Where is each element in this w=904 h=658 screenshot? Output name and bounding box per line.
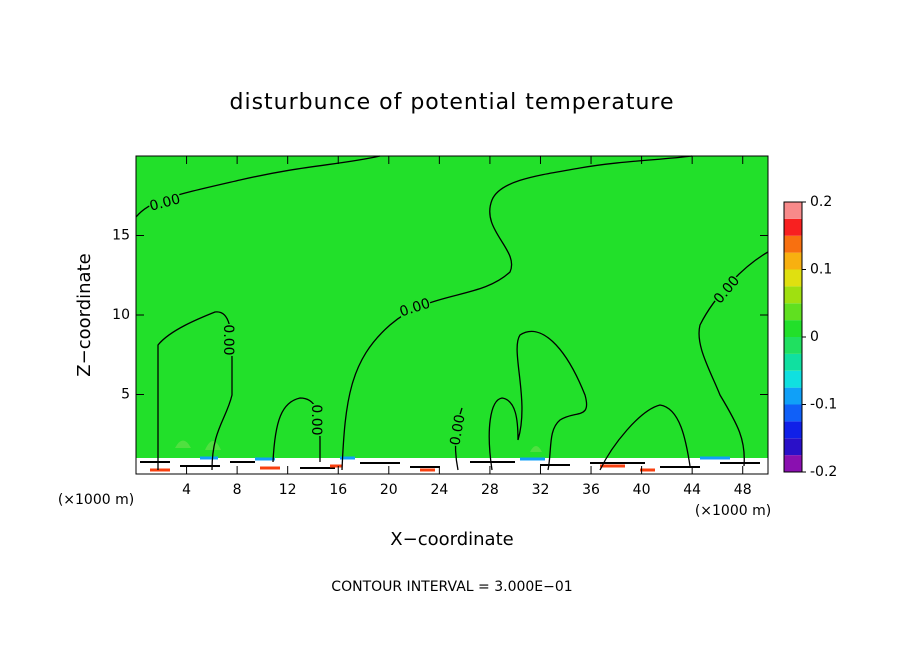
y-tick-label: 10 bbox=[112, 307, 130, 323]
contour-label-bg bbox=[308, 404, 324, 436]
x-tick-label: 24 bbox=[430, 482, 448, 498]
x-unit-left: (×1000 m) bbox=[58, 492, 134, 508]
x-tick-label: 12 bbox=[279, 482, 297, 498]
colorbar-tick-label: 0.1 bbox=[810, 262, 832, 278]
contour-label-bg bbox=[397, 295, 433, 321]
colorbar-swatch bbox=[784, 235, 802, 253]
footer: CONTOUR INTERVAL = 3.000E−01 bbox=[331, 579, 572, 595]
y-tick-label: 15 bbox=[112, 228, 130, 244]
x-tick-label: 20 bbox=[380, 482, 398, 498]
contour-label-bg bbox=[220, 324, 236, 356]
contour-label: 0.00 bbox=[447, 413, 468, 446]
contour-label-bg bbox=[447, 412, 469, 448]
colorbar-tick-label: -0.1 bbox=[810, 397, 837, 413]
colorbar-tick-label: 0.2 bbox=[810, 194, 832, 210]
colorbar-swatch bbox=[784, 218, 802, 236]
contour-label-bg bbox=[710, 272, 744, 308]
x-tick-label: 8 bbox=[233, 482, 242, 498]
contour-label: 0.00 bbox=[148, 191, 182, 215]
x-tick-label: 36 bbox=[582, 482, 600, 498]
x-axis-label: X−coordinate bbox=[390, 529, 513, 550]
x-tick-label: 16 bbox=[329, 482, 347, 498]
colorbar-swatch bbox=[784, 337, 802, 354]
contour-label: 0.00 bbox=[220, 324, 236, 355]
chart-title: disturbunce of potential temperature bbox=[230, 90, 675, 115]
colorbar-swatch bbox=[784, 269, 802, 287]
colorbar-swatch bbox=[784, 370, 802, 388]
colorbar-swatch bbox=[784, 303, 802, 321]
x-tick-label: 40 bbox=[633, 482, 651, 498]
x-tick-label: 44 bbox=[683, 482, 701, 498]
contour-label: 0.00 bbox=[308, 404, 324, 435]
y-axis-label: Z−coordinate bbox=[74, 253, 95, 376]
colorbar-swatch bbox=[784, 286, 802, 304]
colorbar-swatch bbox=[784, 320, 802, 337]
colorbar-tick-label: -0.2 bbox=[810, 464, 837, 480]
x-tick-label: 28 bbox=[481, 482, 499, 498]
noise-strip bbox=[136, 440, 768, 474]
colorbar-swatch bbox=[784, 421, 802, 439]
contour-label-bg bbox=[147, 191, 183, 215]
y-tick-label: 5 bbox=[121, 387, 130, 403]
colorbar-swatch bbox=[784, 455, 802, 472]
colorbar-swatch bbox=[784, 438, 802, 456]
colorbar-tick-label: 0 bbox=[810, 329, 819, 345]
x-tick-label: 48 bbox=[734, 482, 752, 498]
colorbar-swatch bbox=[784, 202, 802, 219]
colorbar-swatch bbox=[784, 387, 802, 405]
colorbar-swatch bbox=[784, 404, 802, 422]
x-tick-label: 32 bbox=[532, 482, 550, 498]
colorbar-swatch bbox=[784, 353, 802, 371]
colorbar-swatch bbox=[784, 252, 802, 270]
x-tick-label: 4 bbox=[182, 482, 191, 498]
x-unit-right: (×1000 m) bbox=[695, 503, 771, 519]
